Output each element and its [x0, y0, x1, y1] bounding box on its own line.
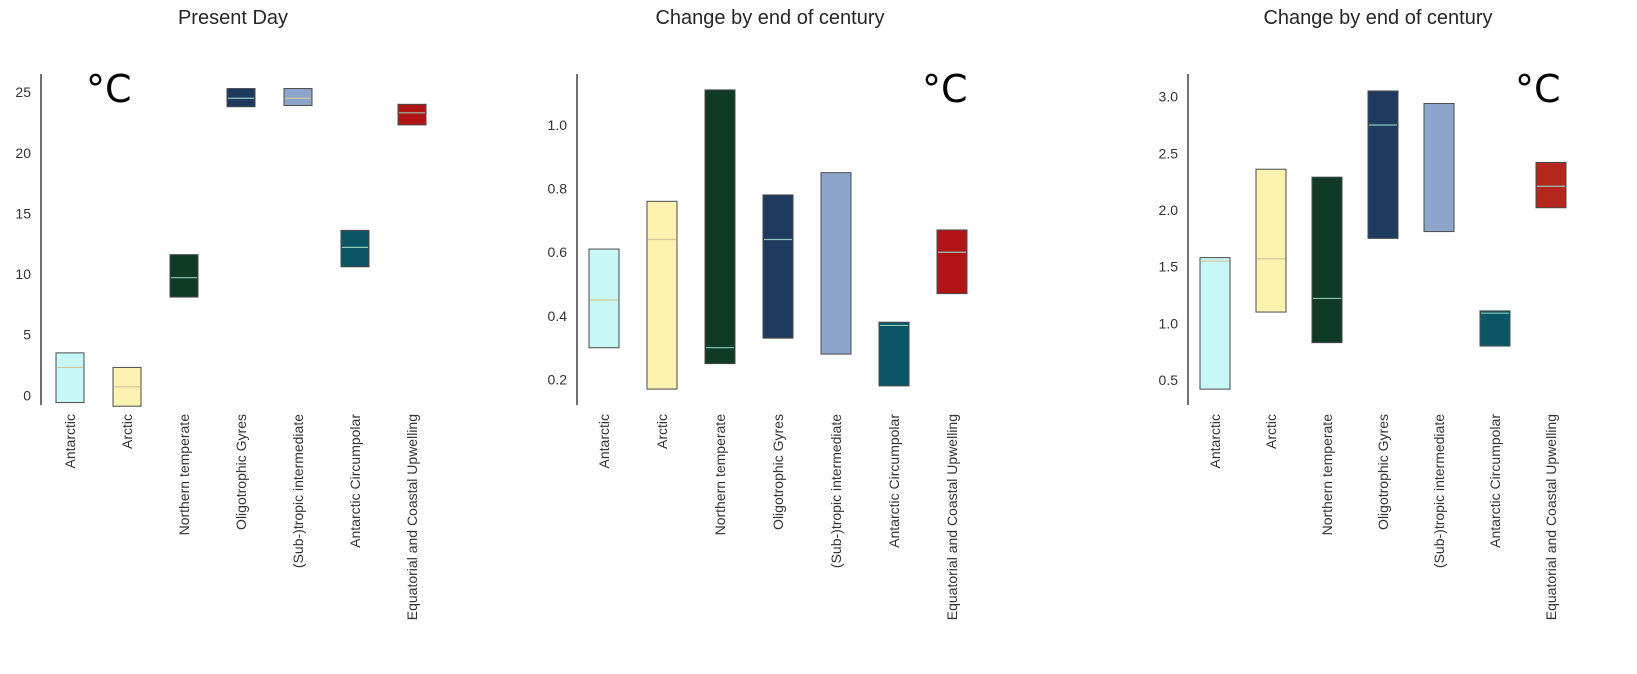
bar — [226, 88, 256, 108]
y-tick-label: 0.4 — [548, 308, 568, 324]
category-label: Equatorial and Coastal Upwelling — [404, 414, 420, 620]
chart-title: Change by end of century — [655, 7, 884, 29]
bar — [397, 103, 427, 126]
category-label: Antarctic — [1207, 414, 1223, 468]
y-tick-label: 1.0 — [548, 117, 568, 133]
bar — [1423, 102, 1455, 233]
category-label: Northern temperate — [176, 414, 192, 536]
chart-panel-change-mid: Change by end of century °C 0.2 0.4 0.6 0.8… — [470, 0, 1030, 674]
chart-title: Present Day — [178, 7, 288, 29]
unit-label: °C — [86, 67, 132, 111]
category-label: (Sub-)tropic intermediate — [290, 414, 306, 568]
chart-panel-change-end: Change by end of century °C 0.5 1.0 1.5 2.0… — [1030, 0, 1637, 674]
category-label: Antarctic — [596, 414, 612, 468]
category-label: Oligotrophic Gyres — [233, 414, 249, 530]
y-tick-label: 3.0 — [1159, 89, 1179, 105]
y-tick-label: 0 — [23, 387, 31, 403]
bar — [1311, 176, 1343, 344]
category-label: Oligotrophic Gyres — [770, 414, 786, 530]
bar — [588, 248, 620, 349]
category-label: Northern temperate — [1319, 414, 1335, 536]
y-tick-label: 0.8 — [548, 181, 568, 197]
bar — [704, 89, 736, 365]
y-tick-label: 1.0 — [1159, 315, 1179, 331]
y-tick-label: 1.5 — [1159, 259, 1179, 275]
bar — [169, 254, 199, 298]
y-axis-ticks: 0.5 1.0 1.5 2.0 2.5 3.0 — [1159, 74, 1189, 405]
y-tick-label: 5 — [23, 327, 31, 343]
category-label: Arctic — [654, 414, 670, 449]
bars — [1199, 90, 1567, 390]
bars — [55, 88, 427, 407]
y-tick-label: 0.6 — [548, 244, 568, 260]
bar — [762, 194, 794, 339]
category-label: Antarctic Circumpolar — [886, 414, 902, 548]
bar — [1479, 310, 1511, 347]
category-label: Northern temperate — [712, 414, 728, 536]
category-label: Antarctic — [62, 414, 78, 468]
category-label: Equatorial and Coastal Upwelling — [1543, 414, 1559, 620]
unit-label: °C — [922, 67, 968, 111]
y-axis-ticks: 0 5 10 15 20 25 — [15, 74, 42, 405]
category-label: Antarctic Circumpolar — [1487, 414, 1503, 548]
chart-svg-change-end: Change by end of century °C 0.5 1.0 1.5 2.0… — [1159, 7, 1567, 621]
bar — [55, 352, 85, 404]
bar — [340, 229, 370, 268]
category-label: (Sub-)tropic intermediate — [828, 414, 844, 568]
chart-title: Change by end of century — [1263, 7, 1492, 29]
y-tick-label: 2.0 — [1159, 202, 1179, 218]
bar — [1255, 168, 1287, 313]
category-labels: Antarctic Arctic Northern temperate Oligotr… — [62, 414, 420, 621]
chart-svg-change-mid: Change by end of century °C 0.2 0.4 0.6 0.8… — [548, 7, 968, 621]
unit-label: °C — [1515, 67, 1561, 111]
bar — [936, 229, 968, 295]
category-label: Oligotrophic Gyres — [1375, 414, 1391, 530]
category-labels: Antarctic Arctic Northern temperate Oligotr… — [596, 414, 960, 621]
y-tick-label: 20 — [15, 145, 31, 161]
category-labels: Antarctic Arctic Northern temperate Oligotr… — [1207, 414, 1559, 621]
bar — [646, 200, 678, 390]
bar — [1535, 161, 1567, 209]
y-tick-label: 15 — [15, 205, 31, 221]
y-tick-label: 25 — [15, 84, 31, 100]
y-tick-label: 2.5 — [1159, 145, 1179, 161]
bar — [820, 172, 852, 355]
category-label: (Sub-)tropic intermediate — [1431, 414, 1447, 568]
bars — [588, 89, 968, 390]
chart-panel-present-day: Present Day °C 0 5 10 15 20 25 Antarctic Arcti… — [0, 0, 470, 674]
bar — [878, 321, 910, 387]
category-label: Arctic — [119, 414, 135, 449]
y-tick-label: 0.2 — [548, 372, 568, 388]
category-label: Arctic — [1263, 414, 1279, 449]
bar — [1199, 257, 1231, 390]
category-label: Equatorial and Coastal Upwelling — [944, 414, 960, 620]
y-axis-ticks: 0.2 0.4 0.6 0.8 1.0 — [548, 74, 578, 405]
y-tick-label: 0.5 — [1159, 372, 1179, 388]
chart-svg-present-day: Present Day °C 0 5 10 15 20 25 Antarctic Arcti… — [15, 7, 427, 621]
category-label: Antarctic Circumpolar — [347, 414, 363, 548]
bar — [1367, 90, 1399, 239]
bar — [283, 88, 313, 107]
y-tick-label: 10 — [15, 266, 31, 282]
